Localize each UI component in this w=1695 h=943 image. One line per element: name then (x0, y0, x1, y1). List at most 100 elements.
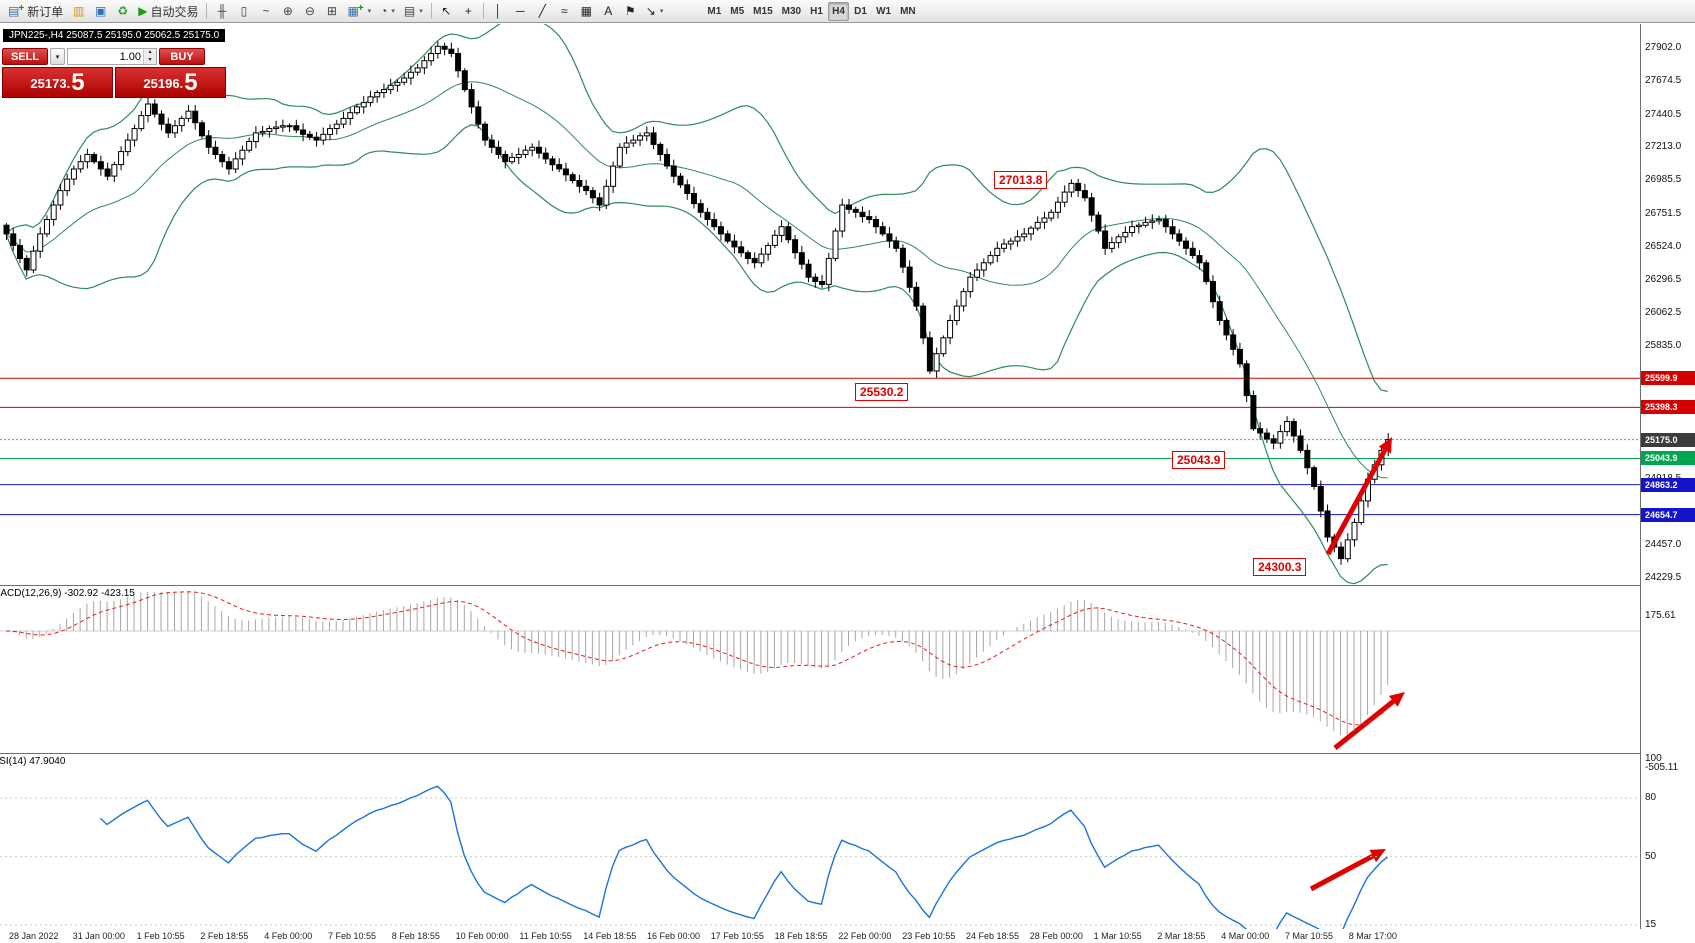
buy-price-display[interactable]: 25196. 5 (115, 67, 226, 98)
rsi-panel[interactable]: RSI(14) 47.9040 (0, 753, 1640, 929)
price-axis-label: 26524.0 (1645, 240, 1682, 252)
tile-windows-icon-glyph: ⊞ (326, 4, 337, 18)
time-axis-label: 8 Feb 18:55 (391, 931, 440, 941)
time-axis-label: 4 Mar 00:00 (1221, 931, 1270, 941)
arrows-tool-icon[interactable]: ↘ ▾ (642, 2, 668, 21)
volume-input[interactable] (68, 49, 143, 64)
time-axis-label: 23 Feb 10:55 (902, 931, 956, 941)
line-chart-icon[interactable]: ~ (255, 2, 276, 21)
equidistant-channel-icon[interactable]: ≈ (554, 2, 575, 21)
price-chart-area[interactable]: JPN225-,H4 25087.5 25195.0 25062.5 25175… (0, 24, 1640, 585)
sell-price-pips: 5 (71, 69, 85, 96)
rsi-scale-label: 80 (1645, 792, 1657, 804)
panel-divider[interactable] (0, 753, 1695, 754)
rsi-scale-label: 50 (1645, 850, 1657, 862)
crosshair-icon-glyph: + (464, 4, 472, 18)
price-axis-label: 27902.0 (1645, 42, 1682, 53)
trendline-icon[interactable]: ╱ (532, 2, 553, 21)
price-tag: 25398.3 (1641, 400, 1695, 415)
new-chart-icon[interactable]: ▦ + ▾ (343, 2, 375, 21)
candlestick-chart-icon-glyph: ▯ (240, 4, 248, 18)
buy-price-pips: 5 (184, 69, 198, 96)
price-callout[interactable]: 27013.8 (994, 171, 1048, 189)
fibonacci-icon[interactable]: ▦ (576, 2, 597, 21)
timeframe-m15[interactable]: M15 (753, 5, 773, 17)
autotrade-button[interactable]: ▶ 自动交易 (134, 2, 202, 21)
one-click-trade-panel: SELL ▾ ▴ ▾ BUY 25173.5 25196.5 (2, 48, 226, 98)
new-order-button[interactable]: ▤ + 新订单 (4, 2, 67, 21)
timeframe-m1[interactable]: M1 (707, 5, 722, 17)
time-axis-label: 8 Mar 17:00 (1348, 931, 1397, 941)
candlestick-chart-icon[interactable]: ▯ (233, 2, 254, 21)
price-tag: 25175.0 (1641, 432, 1695, 447)
sell-price-main: 25173 (30, 76, 67, 91)
line-chart-icon-glyph: ~ (262, 4, 270, 18)
price-callout[interactable]: 25530.2 (855, 383, 909, 401)
profiles-clock-icon-glyph: ◔ (380, 4, 388, 18)
profiles-clock-icon[interactable]: ◔ ▾ (376, 2, 399, 21)
crosshair-icon[interactable]: + (458, 2, 479, 21)
time-axis-label: 1 Mar 10:55 (1093, 931, 1142, 941)
template-icon[interactable]: ▤ ▾ (400, 2, 427, 21)
volume-down-button[interactable]: ▾ (144, 56, 156, 64)
trendline-icon-glyph: ╱ (538, 4, 546, 18)
new-chart-icon-glyph: ▦ (347, 4, 359, 18)
price-axis-label: 26751.5 (1645, 208, 1682, 220)
tile-windows-icon[interactable]: ⊞ (321, 2, 342, 21)
timeframe-h4[interactable]: H4 (828, 1, 850, 21)
volume-up-button[interactable]: ▴ (144, 49, 156, 57)
panel-divider[interactable] (0, 585, 1695, 586)
sell-price-dot: . (66, 76, 71, 91)
refresh-icon[interactable]: ♻ (112, 2, 133, 21)
chart-symbol-label: JPN225-,H4 25087.5 25195.0 25062.5 25175… (3, 29, 226, 42)
zoom-out-icon[interactable]: ⊖ (299, 2, 320, 21)
rsi-scale-label: 15 (1645, 919, 1657, 930)
time-axis-label: 11 Feb 10:55 (519, 931, 572, 941)
cursor-icon[interactable]: ↖ (436, 2, 457, 21)
sell-button[interactable]: SELL (2, 48, 48, 65)
bar-chart-icon[interactable]: ╫ (211, 2, 232, 21)
vertical-line-icon-glyph: │ (494, 4, 503, 18)
horizontal-line-icon[interactable]: ─ (510, 2, 531, 21)
timeframe-mn[interactable]: MN (900, 5, 916, 17)
market-watch-icon[interactable]: ▥ (68, 2, 89, 21)
macd-panel[interactable]: MACD(12,26,9) -302.92 -423.15 (0, 585, 1640, 753)
price-callout[interactable]: 24300.3 (1253, 558, 1307, 576)
rsi-label: RSI(14) 47.9040 (0, 756, 66, 767)
vertical-line-icon[interactable]: │ (488, 2, 509, 21)
volume-stepper: ▴ ▾ (143, 49, 156, 64)
timeframe-w1[interactable]: W1 (876, 5, 892, 17)
equidistant-channel-icon-glyph: ≈ (560, 4, 568, 18)
time-axis-label: 4 Feb 00:00 (264, 931, 313, 941)
price-axis[interactable]: 27902.0 27674.5 27440.5 27213.0 26985.5 26751… (1640, 24, 1695, 930)
plus-badge-icon: + (357, 2, 364, 14)
time-axis-label: 2 Mar 18:55 (1157, 931, 1206, 941)
toolbar-separator (482, 3, 484, 19)
price-callout[interactable]: 25043.9 (1172, 451, 1226, 469)
timeframe-d1[interactable]: D1 (854, 5, 867, 17)
price-axis-label: 24457.0 (1645, 539, 1682, 551)
rsi-svg (0, 785, 1640, 929)
label-tool-icon[interactable]: ⚑ (620, 2, 641, 21)
price-tag: 25043.9 (1641, 451, 1695, 466)
timeframe-h1[interactable]: H1 (810, 5, 823, 17)
time-axis-label: 1 Feb 10:55 (136, 931, 185, 941)
volume-field: ▴ ▾ (67, 48, 157, 65)
macd-label: MACD(12,26,9) -302.92 -423.15 (0, 588, 135, 599)
time-axis[interactable]: 28 Jan 2022 31 Jan 00:00 1 Feb 10:55 2 Feb … (0, 929, 1695, 943)
chevron-down-icon: ▾ (419, 8, 423, 15)
text-tool-icon[interactable]: A (598, 2, 619, 21)
timeframe-m5[interactable]: M5 (730, 5, 745, 17)
zoom-in-icon[interactable]: ⊕ (277, 2, 298, 21)
sell-price-display[interactable]: 25173. 5 (2, 67, 113, 98)
time-axis-label: 31 Jan 00:00 (72, 931, 125, 941)
order-type-dropdown[interactable]: ▾ (50, 48, 65, 65)
toolbar: ▤ + 新订单 ▥ ▣ ♻ ▶ 自动交易 ╫ ▯ ~ ⊕ ⊖ ⊞ ▦ + ▾ ◔ ▾ ▤ ▾ ↖ + │ ─ ╱ ≈ ▦ A ⚑ ↘ ▾ M1 M… (0, 0, 1695, 23)
timeframe-m30[interactable]: M30 (781, 5, 802, 17)
price-axis-label: 25835.0 (1645, 340, 1682, 352)
buy-button[interactable]: BUY (159, 48, 205, 65)
data-window-icon[interactable]: ▣ (90, 2, 111, 21)
new-order-glyph: ▤ (8, 4, 20, 18)
plus-badge-icon: + (18, 2, 25, 14)
label-tool-icon-glyph: ⚑ (624, 4, 636, 18)
